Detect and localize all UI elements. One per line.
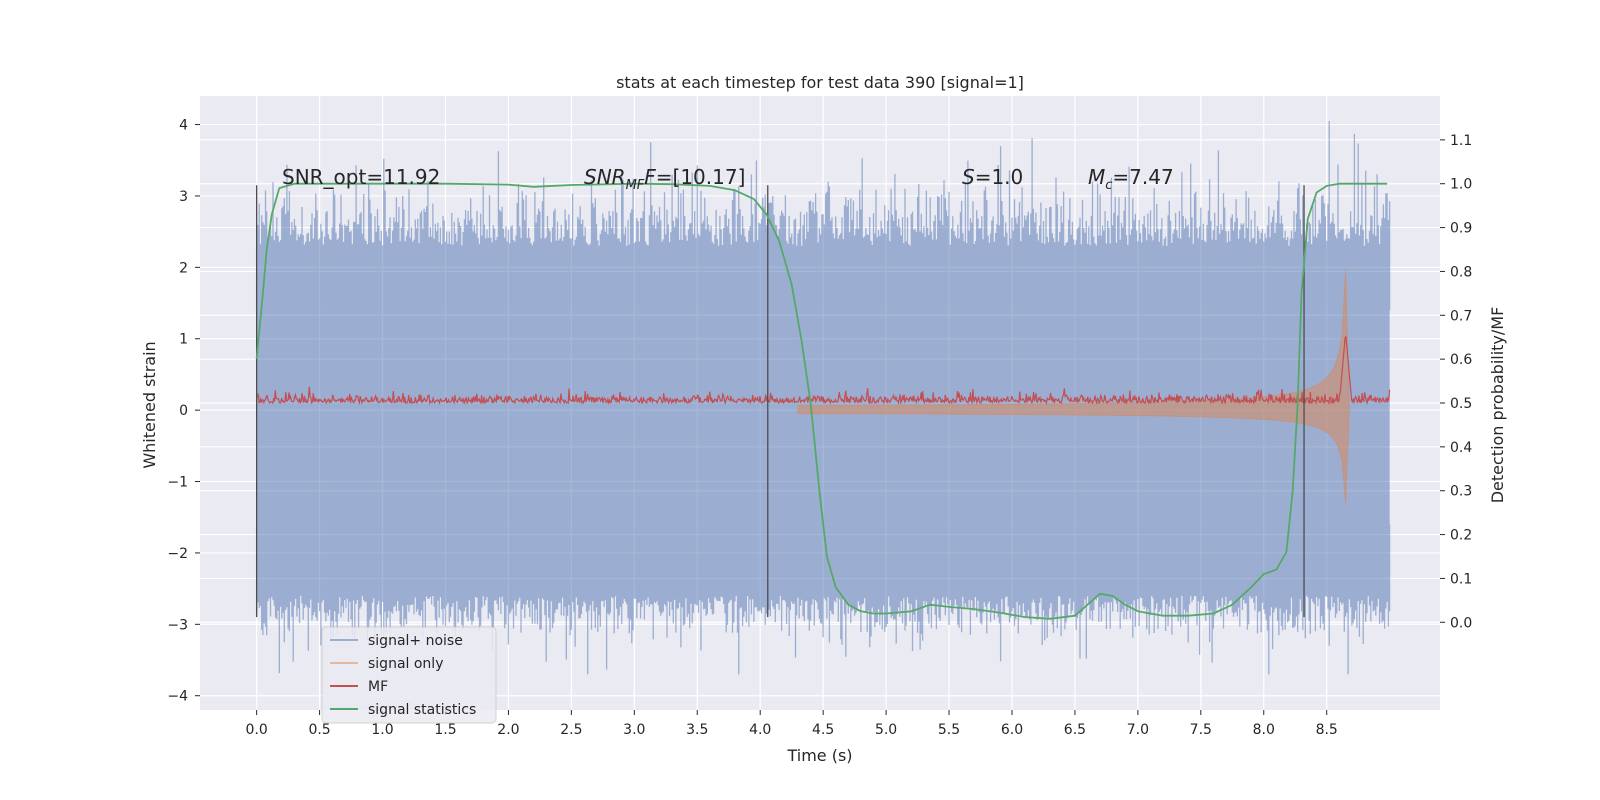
x-tick-label: 5.0 <box>875 722 897 738</box>
y-tick-label: 4 <box>179 118 188 134</box>
y-right-tick-label: 0.6 <box>1450 352 1472 368</box>
y-right-tick-label: 0.8 <box>1450 264 1472 280</box>
annotation-snr-mf: SNRMFF=[10.17] <box>584 165 745 193</box>
x-tick-label: 2.0 <box>497 722 519 738</box>
y-right-tick-label: 0.1 <box>1450 571 1472 587</box>
y-tick-label: 2 <box>179 260 188 276</box>
x-tick-label: 5.5 <box>938 722 960 738</box>
y-right-tick-label: 1.1 <box>1450 133 1472 149</box>
x-tick-label: 6.0 <box>1001 722 1023 738</box>
y-tick-label: 0 <box>179 403 188 419</box>
x-tick-label: 6.5 <box>1064 722 1086 738</box>
axis-ticks: 0.0 0.5 1.0 1.5 2.0 2.5 3.0 3.5 4.0 4.5 5.0 5.5 6.0 6… <box>167 118 1472 738</box>
y-tick-label: −1 <box>167 475 188 491</box>
signal-statistics-series <box>255 182 1388 620</box>
y-right-tick-label: 1.0 <box>1450 177 1472 193</box>
x-tick-label: 7.5 <box>1190 722 1212 738</box>
mf-series <box>256 335 1391 406</box>
x-tick-label: 3.5 <box>686 722 708 738</box>
legend-label: signal+ noise <box>368 633 463 649</box>
y-right-tick-label: 0.7 <box>1450 308 1472 324</box>
y-axis-label: Whitened strain <box>140 341 159 468</box>
y-tick-label: −4 <box>167 689 188 705</box>
x-tick-label: 8.0 <box>1253 722 1275 738</box>
signal-statistics-line <box>255 182 1388 620</box>
y-right-tick-label: 0.0 <box>1450 615 1472 631</box>
legend-frame <box>321 626 497 724</box>
y-right-tick-label: 0.3 <box>1450 484 1472 500</box>
x-axis-label: Time (s) <box>786 746 852 765</box>
legend: signal+ noise signal only MF signal stat… <box>321 626 497 724</box>
legend-item-mf: MF <box>330 679 388 695</box>
chart-title: stats at each timestep for test data 390… <box>616 73 1024 92</box>
signal-only-envelope <box>797 269 1350 505</box>
x-tick-label: 1.5 <box>434 722 456 738</box>
x-tick-label: 4.5 <box>812 722 834 738</box>
legend-item-signal-only: signal only <box>330 656 443 672</box>
legend-item-signal-plus-noise: signal+ noise <box>330 633 463 649</box>
mf-line <box>256 335 1391 406</box>
x-tick-label: 4.0 <box>749 722 771 738</box>
x-tick-label: 3.0 <box>623 722 645 738</box>
annotations: SNR_opt=11.92 SNRMFF=[10.17] S=1.0 Mc=7.… <box>282 165 1174 193</box>
legend-label: signal statistics <box>368 702 476 718</box>
y-right-tick-label: 0.2 <box>1450 528 1472 544</box>
legend-label: MF <box>368 679 388 695</box>
legend-label: signal only <box>368 656 443 672</box>
y-right-tick-label: 0.4 <box>1450 440 1472 456</box>
y-tick-label: 3 <box>179 189 188 205</box>
annotation-mc-value: Mc=7.47 <box>1088 165 1174 193</box>
y-tick-label: −3 <box>167 617 188 633</box>
annotation-s-value: S=1.0 <box>962 165 1023 189</box>
annotation-snr-opt: SNR_opt=11.92 <box>282 165 440 189</box>
x-tick-label: 1.0 <box>371 722 393 738</box>
y-tick-label: −2 <box>167 546 188 562</box>
signal-only-series <box>797 269 1350 505</box>
x-tick-label: 8.5 <box>1316 722 1338 738</box>
y-right-axis-label: Detection probability/MF <box>1488 307 1507 504</box>
x-tick-label: 0.0 <box>246 722 268 738</box>
x-tick-label: 0.5 <box>308 722 330 738</box>
y-tick-label: 1 <box>179 332 188 348</box>
legend-item-signal-statistics: signal statistics <box>330 702 476 718</box>
y-right-tick-label: 0.5 <box>1450 396 1472 412</box>
x-tick-label: 2.5 <box>560 722 582 738</box>
x-tick-label: 7.0 <box>1127 722 1149 738</box>
y-right-tick-label: 0.9 <box>1450 221 1472 237</box>
